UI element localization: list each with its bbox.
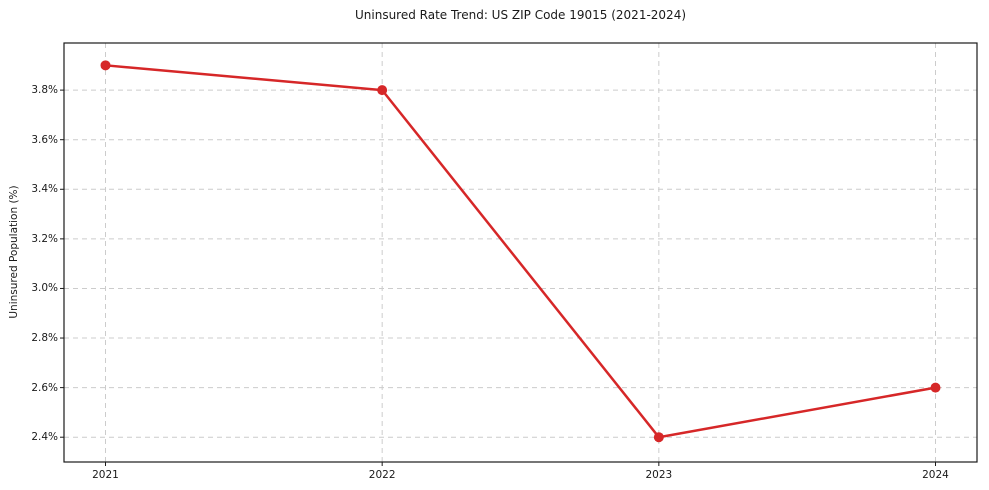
y-tick-label: 2.8% xyxy=(31,332,58,345)
y-tick-label: 3.6% xyxy=(31,133,58,146)
data-point-2024 xyxy=(930,382,941,393)
y-tick-label: 3.4% xyxy=(31,183,58,196)
x-tick-label: 2023 xyxy=(645,469,673,481)
y-tick-label: 3.8% xyxy=(31,84,58,97)
x-tick-label: 2024 xyxy=(922,469,949,481)
chart-title: Uninsured Rate Trend: US ZIP Code 19015 … xyxy=(354,8,687,22)
y-tick-label: 3.0% xyxy=(31,282,58,295)
x-tick-label: 2021 xyxy=(92,469,119,481)
data-point-2023 xyxy=(653,432,664,443)
y-tick-label: 2.4% xyxy=(31,431,58,444)
trend-line xyxy=(104,64,937,439)
plot-border xyxy=(63,42,978,463)
y-tick-label: 2.6% xyxy=(31,381,58,394)
y-tick-label: 3.2% xyxy=(31,232,58,245)
x-tick-label: 2022 xyxy=(368,469,396,481)
data-point-2021 xyxy=(100,60,111,71)
data-point-2022 xyxy=(377,85,388,96)
